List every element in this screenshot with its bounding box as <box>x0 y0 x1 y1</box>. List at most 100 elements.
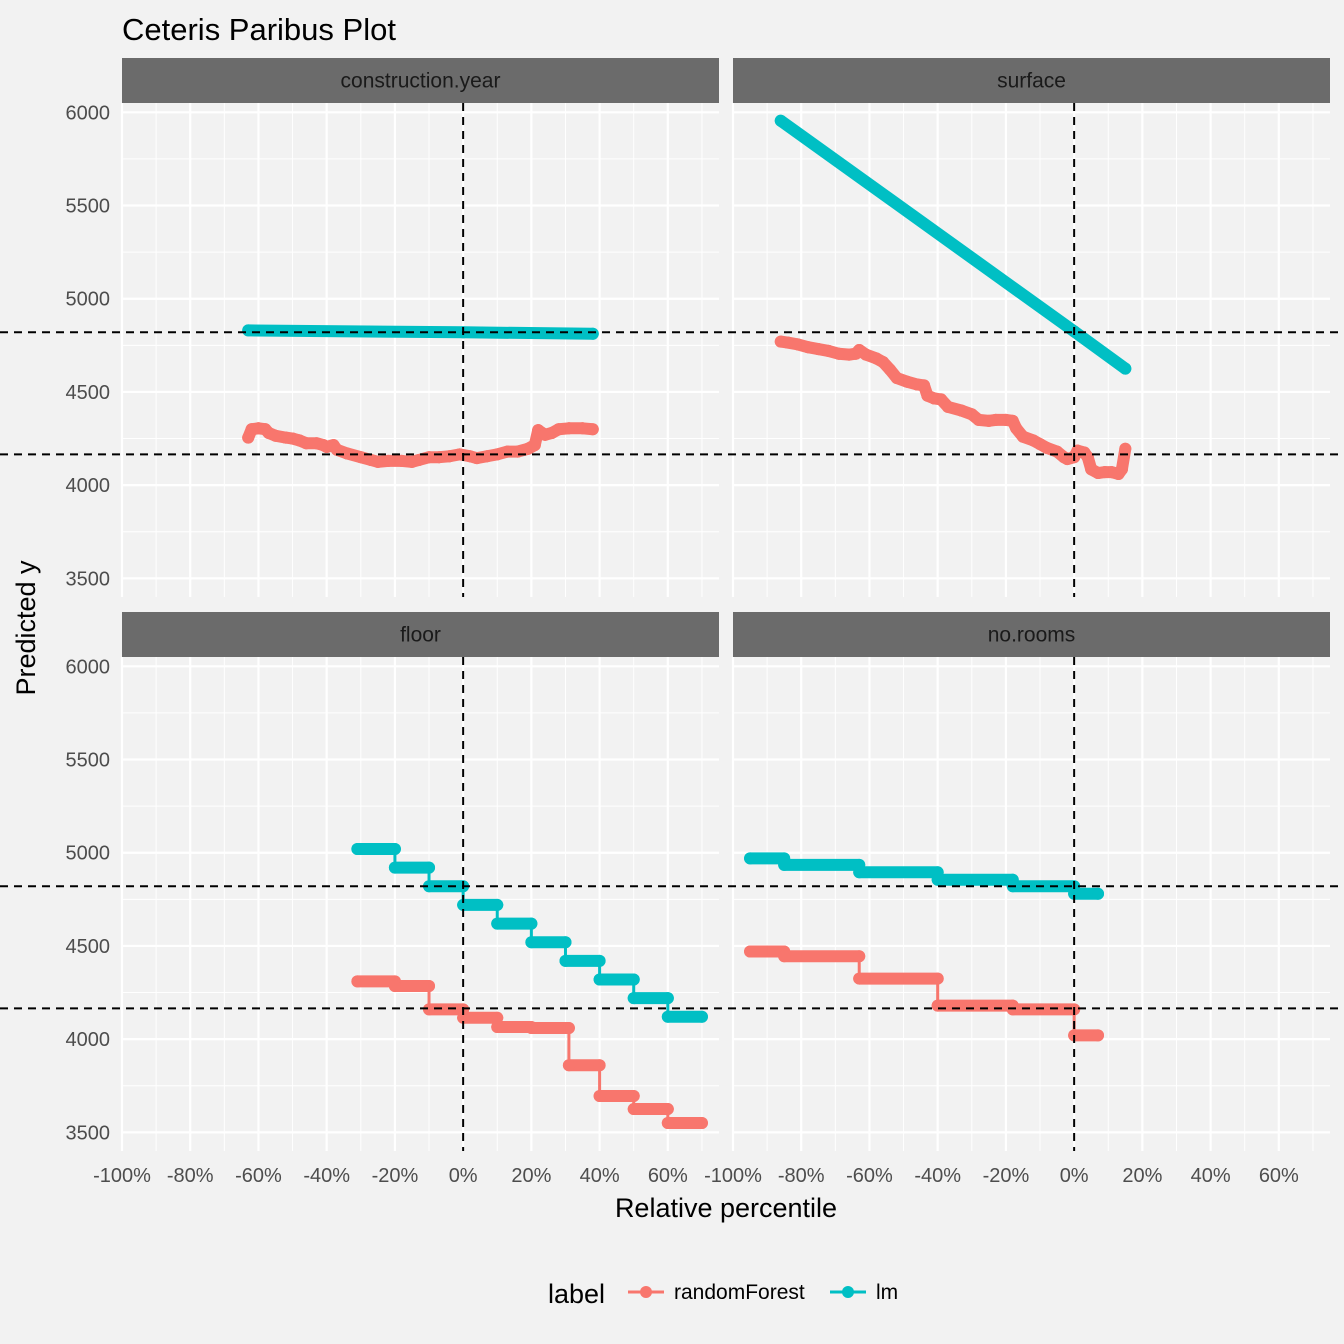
data-point-randomForest <box>1092 1029 1105 1042</box>
data-point-lm <box>661 992 674 1005</box>
data-point-randomForest <box>1040 441 1053 454</box>
data-point-lm <box>627 973 640 986</box>
data-point-lm <box>525 936 538 949</box>
y-tick-label: 4500 <box>66 936 111 958</box>
data-point-randomForest <box>593 1059 606 1072</box>
data-point-randomForest <box>883 363 896 376</box>
data-point-randomForest <box>457 1011 470 1024</box>
data-point-randomForest <box>832 347 845 360</box>
data-point-randomForest <box>941 400 954 413</box>
facet-strip <box>733 612 1330 657</box>
data-point-lm <box>661 1010 674 1023</box>
data-point-randomForest <box>528 439 541 452</box>
y-tick-label: 4500 <box>66 382 111 404</box>
data-point-lm <box>423 861 436 874</box>
data-point-lm <box>242 324 255 337</box>
data-point-randomForest <box>412 453 425 466</box>
data-point-randomForest <box>1119 442 1132 455</box>
data-point-lm <box>457 898 470 911</box>
legend-key-point <box>640 1286 652 1298</box>
x-tick-label: 40% <box>1191 1165 1231 1187</box>
x-axis-tick-labels: -100% -80% -60% -40% -20% 0% 20% 40% 60% -100% -80… <box>93 1165 1299 1187</box>
data-point-randomForest <box>972 413 985 426</box>
data-point-randomForest <box>661 1117 674 1130</box>
facet-strip <box>122 58 719 103</box>
x-tick-label: 60% <box>648 1165 688 1187</box>
gridlines <box>120 657 719 1151</box>
data-point-lm <box>351 843 364 856</box>
data-point-randomForest <box>918 379 931 392</box>
facet-panels: construction.year surface floor no.rooms <box>0 58 1344 1151</box>
data-point-randomForest <box>491 1011 504 1024</box>
data-point-randomForest <box>853 972 866 985</box>
y-tick-label: 6000 <box>66 656 111 678</box>
data-point-randomForest <box>382 454 395 467</box>
panel-no-rooms: no.rooms <box>731 612 1330 1151</box>
data-point-lm <box>423 880 436 893</box>
data-point-randomForest <box>778 950 791 963</box>
data-point-randomForest <box>593 1090 606 1103</box>
data-point-randomForest <box>300 437 313 450</box>
data-point-lm <box>1119 362 1132 375</box>
data-point-randomForest <box>351 975 364 988</box>
data-point-randomForest <box>1016 430 1029 443</box>
data-point-randomForest <box>1081 451 1094 464</box>
data-point-lm <box>491 898 504 911</box>
facet-strip-label: no.rooms <box>988 624 1076 647</box>
data-point-randomForest <box>627 1103 640 1116</box>
x-tick-label: 20% <box>511 1165 551 1187</box>
y-axis-tick-labels: 3500 4000 4500 5000 5500 6000 3500 4000 4500 5000… <box>66 102 111 1144</box>
data-point-lm <box>388 861 401 874</box>
y-tick-label: 3500 <box>66 1122 111 1144</box>
data-point-lm <box>593 973 606 986</box>
data-point-randomForest <box>586 423 599 436</box>
x-tick-label: 60% <box>1259 1165 1299 1187</box>
x-axis-title: Relative percentile <box>615 1193 837 1223</box>
y-tick-label: 4000 <box>66 475 111 497</box>
data-point-randomForest <box>576 422 589 435</box>
data-point-randomForest <box>395 454 408 467</box>
data-point-randomForest <box>1115 463 1128 476</box>
data-point-lm <box>491 917 504 930</box>
legend-entries: randomForest lm <box>628 1281 898 1304</box>
data-point-randomForest <box>562 422 575 435</box>
data-point-randomForest <box>744 945 757 958</box>
x-tick-label: -20% <box>372 1165 419 1187</box>
data-point-randomForest <box>931 999 944 1012</box>
data-point-randomForest <box>822 344 835 357</box>
data-point-randomForest <box>491 1021 504 1034</box>
x-tick-label: -20% <box>983 1165 1030 1187</box>
x-tick-label: 0% <box>1060 1165 1089 1187</box>
facet-strip <box>733 58 1330 103</box>
panel-construction-year: construction.year <box>120 58 719 597</box>
data-point-randomForest <box>931 972 944 985</box>
data-point-randomForest <box>812 343 825 356</box>
y-tick-label: 5000 <box>66 289 111 311</box>
data-point-randomForest <box>433 451 446 464</box>
data-point-randomForest <box>443 450 456 463</box>
data-point-randomForest <box>627 1090 640 1103</box>
x-tick-label: -100% <box>704 1165 762 1187</box>
panel-floor: floor <box>120 612 719 1151</box>
data-point-randomForest <box>955 404 968 417</box>
data-point-lm <box>627 992 640 1005</box>
data-point-randomForest <box>341 447 354 460</box>
data-point-randomForest <box>269 429 282 442</box>
data-point-randomForest <box>661 1103 674 1116</box>
data-point-lm <box>774 114 787 127</box>
x-tick-label: 0% <box>449 1165 478 1187</box>
facet-strip-label: floor <box>400 624 441 647</box>
data-point-lm <box>559 954 572 967</box>
data-point-lm <box>695 1010 708 1023</box>
x-tick-label: -40% <box>914 1165 961 1187</box>
legend-key-point <box>842 1286 854 1298</box>
data-point-randomForest <box>525 1021 538 1034</box>
data-point-randomForest <box>1010 422 1023 435</box>
panel-surface: surface <box>731 58 1330 597</box>
data-point-randomForest <box>423 451 436 464</box>
data-point-randomForest <box>552 423 565 436</box>
gridlines <box>120 103 719 597</box>
x-tick-label: -80% <box>778 1165 825 1187</box>
data-point-randomForest <box>330 443 343 456</box>
